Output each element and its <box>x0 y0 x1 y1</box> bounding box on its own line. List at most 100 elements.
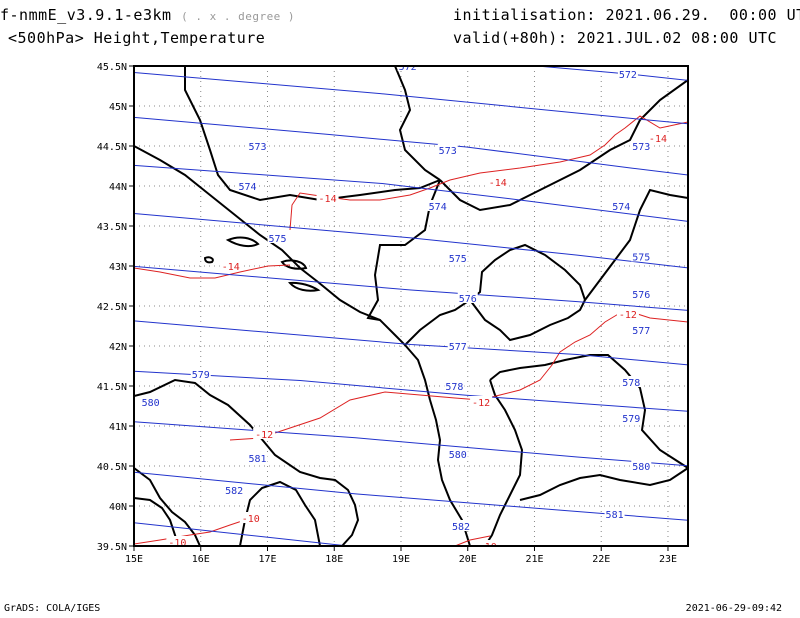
height-isoline-580 <box>134 421 688 467</box>
bulgaria-border <box>584 188 688 301</box>
height-contours <box>134 66 688 546</box>
coastlines-borders <box>134 66 688 546</box>
height-label-bg <box>237 180 258 191</box>
hvar-island <box>287 281 321 292</box>
valid-label: valid(+80h): <box>453 29 568 47</box>
italy-coast <box>134 378 360 546</box>
height-label-574: 574 <box>238 182 256 193</box>
temp-label-bg <box>646 132 669 143</box>
height-label-bg <box>617 68 638 79</box>
valid-value: 2021.JUL.02 08:00 UTC <box>576 29 778 47</box>
height-isoline-579 <box>134 370 688 412</box>
lat-tick-label: 45N <box>109 102 127 113</box>
lon-tick-label: 16E <box>192 554 210 565</box>
height-label-bg <box>267 232 288 243</box>
height-label-573: 573 <box>439 146 457 157</box>
height-label-582: 582 <box>452 522 470 533</box>
height-label-578: 578 <box>622 378 640 389</box>
height-label-bg <box>224 484 245 495</box>
model-name: f-nmmE_v3.9.1-e3km <box>0 6 172 24</box>
init-label: initialisation: <box>453 6 596 24</box>
temp-label-bg <box>253 428 276 439</box>
projection-note: ( . x . degree ) <box>181 10 296 23</box>
height-label-bg <box>447 448 468 459</box>
krk-island <box>225 236 260 248</box>
height-label-bg <box>190 368 211 379</box>
temp-label-bg <box>476 540 499 546</box>
height-label-579: 579 <box>622 414 640 425</box>
height-isoline-573 <box>134 72 688 125</box>
height-label-575: 575 <box>268 234 286 245</box>
height-isoline-581 <box>134 471 688 521</box>
height-label-573: 573 <box>248 142 266 153</box>
model-title: f-nmmE_v3.9.1-e3km ( . x . degree ) <box>0 6 295 24</box>
korcula-island <box>203 256 214 264</box>
height-label-bg <box>397 66 418 71</box>
height-label-bg <box>631 250 652 262</box>
height-label-bg <box>631 288 652 299</box>
height-label-bg <box>427 200 448 211</box>
temp-label-bg <box>239 512 262 523</box>
greece-border <box>519 467 688 501</box>
height-label-bg <box>457 292 478 303</box>
height-label-574: 574 <box>429 202 447 213</box>
height-label-580: 580 <box>632 462 650 473</box>
montenegro-border <box>404 243 586 346</box>
height-label-bg <box>621 412 642 423</box>
isotherm-minus10-east <box>454 535 491 546</box>
lon-tick-label: 21E <box>525 554 543 565</box>
lon-tick-label: 15E <box>125 554 143 565</box>
lat-tick-label: 42N <box>109 342 127 353</box>
temperature-contours <box>134 115 688 546</box>
lat-tick-label: 41N <box>109 422 127 433</box>
temp-label--14: -14 <box>649 134 667 145</box>
height-label-578: 578 <box>445 382 463 393</box>
temp-label-bg <box>166 536 189 546</box>
height-label-579: 579 <box>192 370 210 381</box>
temp-label--12: -12 <box>619 310 637 321</box>
height-label-bg <box>604 508 625 519</box>
axis-ticks: 15E 16E 17E 18E 19E 20E 21E 22E 23E 39.5N 40N 40.5N… <box>97 62 677 565</box>
height-label-575: 575 <box>632 252 650 263</box>
temp-label--14: -14 <box>319 194 337 205</box>
temp-label--14: -14 <box>222 262 240 273</box>
bosnia-serbia-border <box>366 179 441 321</box>
lat-tick-label: 40N <box>109 502 127 513</box>
height-label-574: 574 <box>612 202 630 213</box>
italy-west-coast <box>134 467 201 546</box>
albania-macedonia-border <box>484 379 524 546</box>
brac-island <box>280 259 308 270</box>
lon-tick-label: 17E <box>258 554 276 565</box>
height-label-bg <box>451 520 472 531</box>
height-label-bg <box>611 200 632 211</box>
lat-tick-label: 39.5N <box>97 542 127 553</box>
height-label-bg <box>444 380 465 391</box>
isotherm-minus14-west <box>134 264 291 279</box>
height-label-bg <box>631 324 652 335</box>
contour-labels: 572 572 573 573 573 574 574 574 575 575 575 576 576 5… <box>140 66 669 546</box>
lat-tick-label: 40.5N <box>97 462 127 473</box>
lat-tick-label: 43.5N <box>97 222 127 233</box>
temp-label-bg <box>616 308 639 319</box>
lat-tick-label: 41.5N <box>97 382 127 393</box>
lat-tick-label: 43N <box>109 262 127 273</box>
height-label-bg <box>631 460 652 471</box>
lat-tick-label: 45.5N <box>97 62 127 73</box>
lon-tick-label: 19E <box>392 554 410 565</box>
temp-label--12: -12 <box>255 430 273 441</box>
height-label-580: 580 <box>449 450 467 461</box>
temp-label-bg <box>470 396 493 407</box>
height-label-572: 572 <box>619 70 637 81</box>
height-isoline-575 <box>134 164 688 222</box>
height-label-bg <box>140 396 161 407</box>
temp-label-bg <box>486 176 509 187</box>
isotherm-minus12-west <box>229 309 688 441</box>
height-isoline-582 <box>134 522 353 546</box>
grads-credit: GrADS: COLA/IGES <box>4 603 101 614</box>
temp-label-bg <box>316 192 339 203</box>
height-isoline-574 <box>134 116 688 176</box>
height-label-577: 577 <box>632 326 650 337</box>
lon-tick-label: 22E <box>592 554 610 565</box>
lon-tick-label: 20E <box>459 554 477 565</box>
